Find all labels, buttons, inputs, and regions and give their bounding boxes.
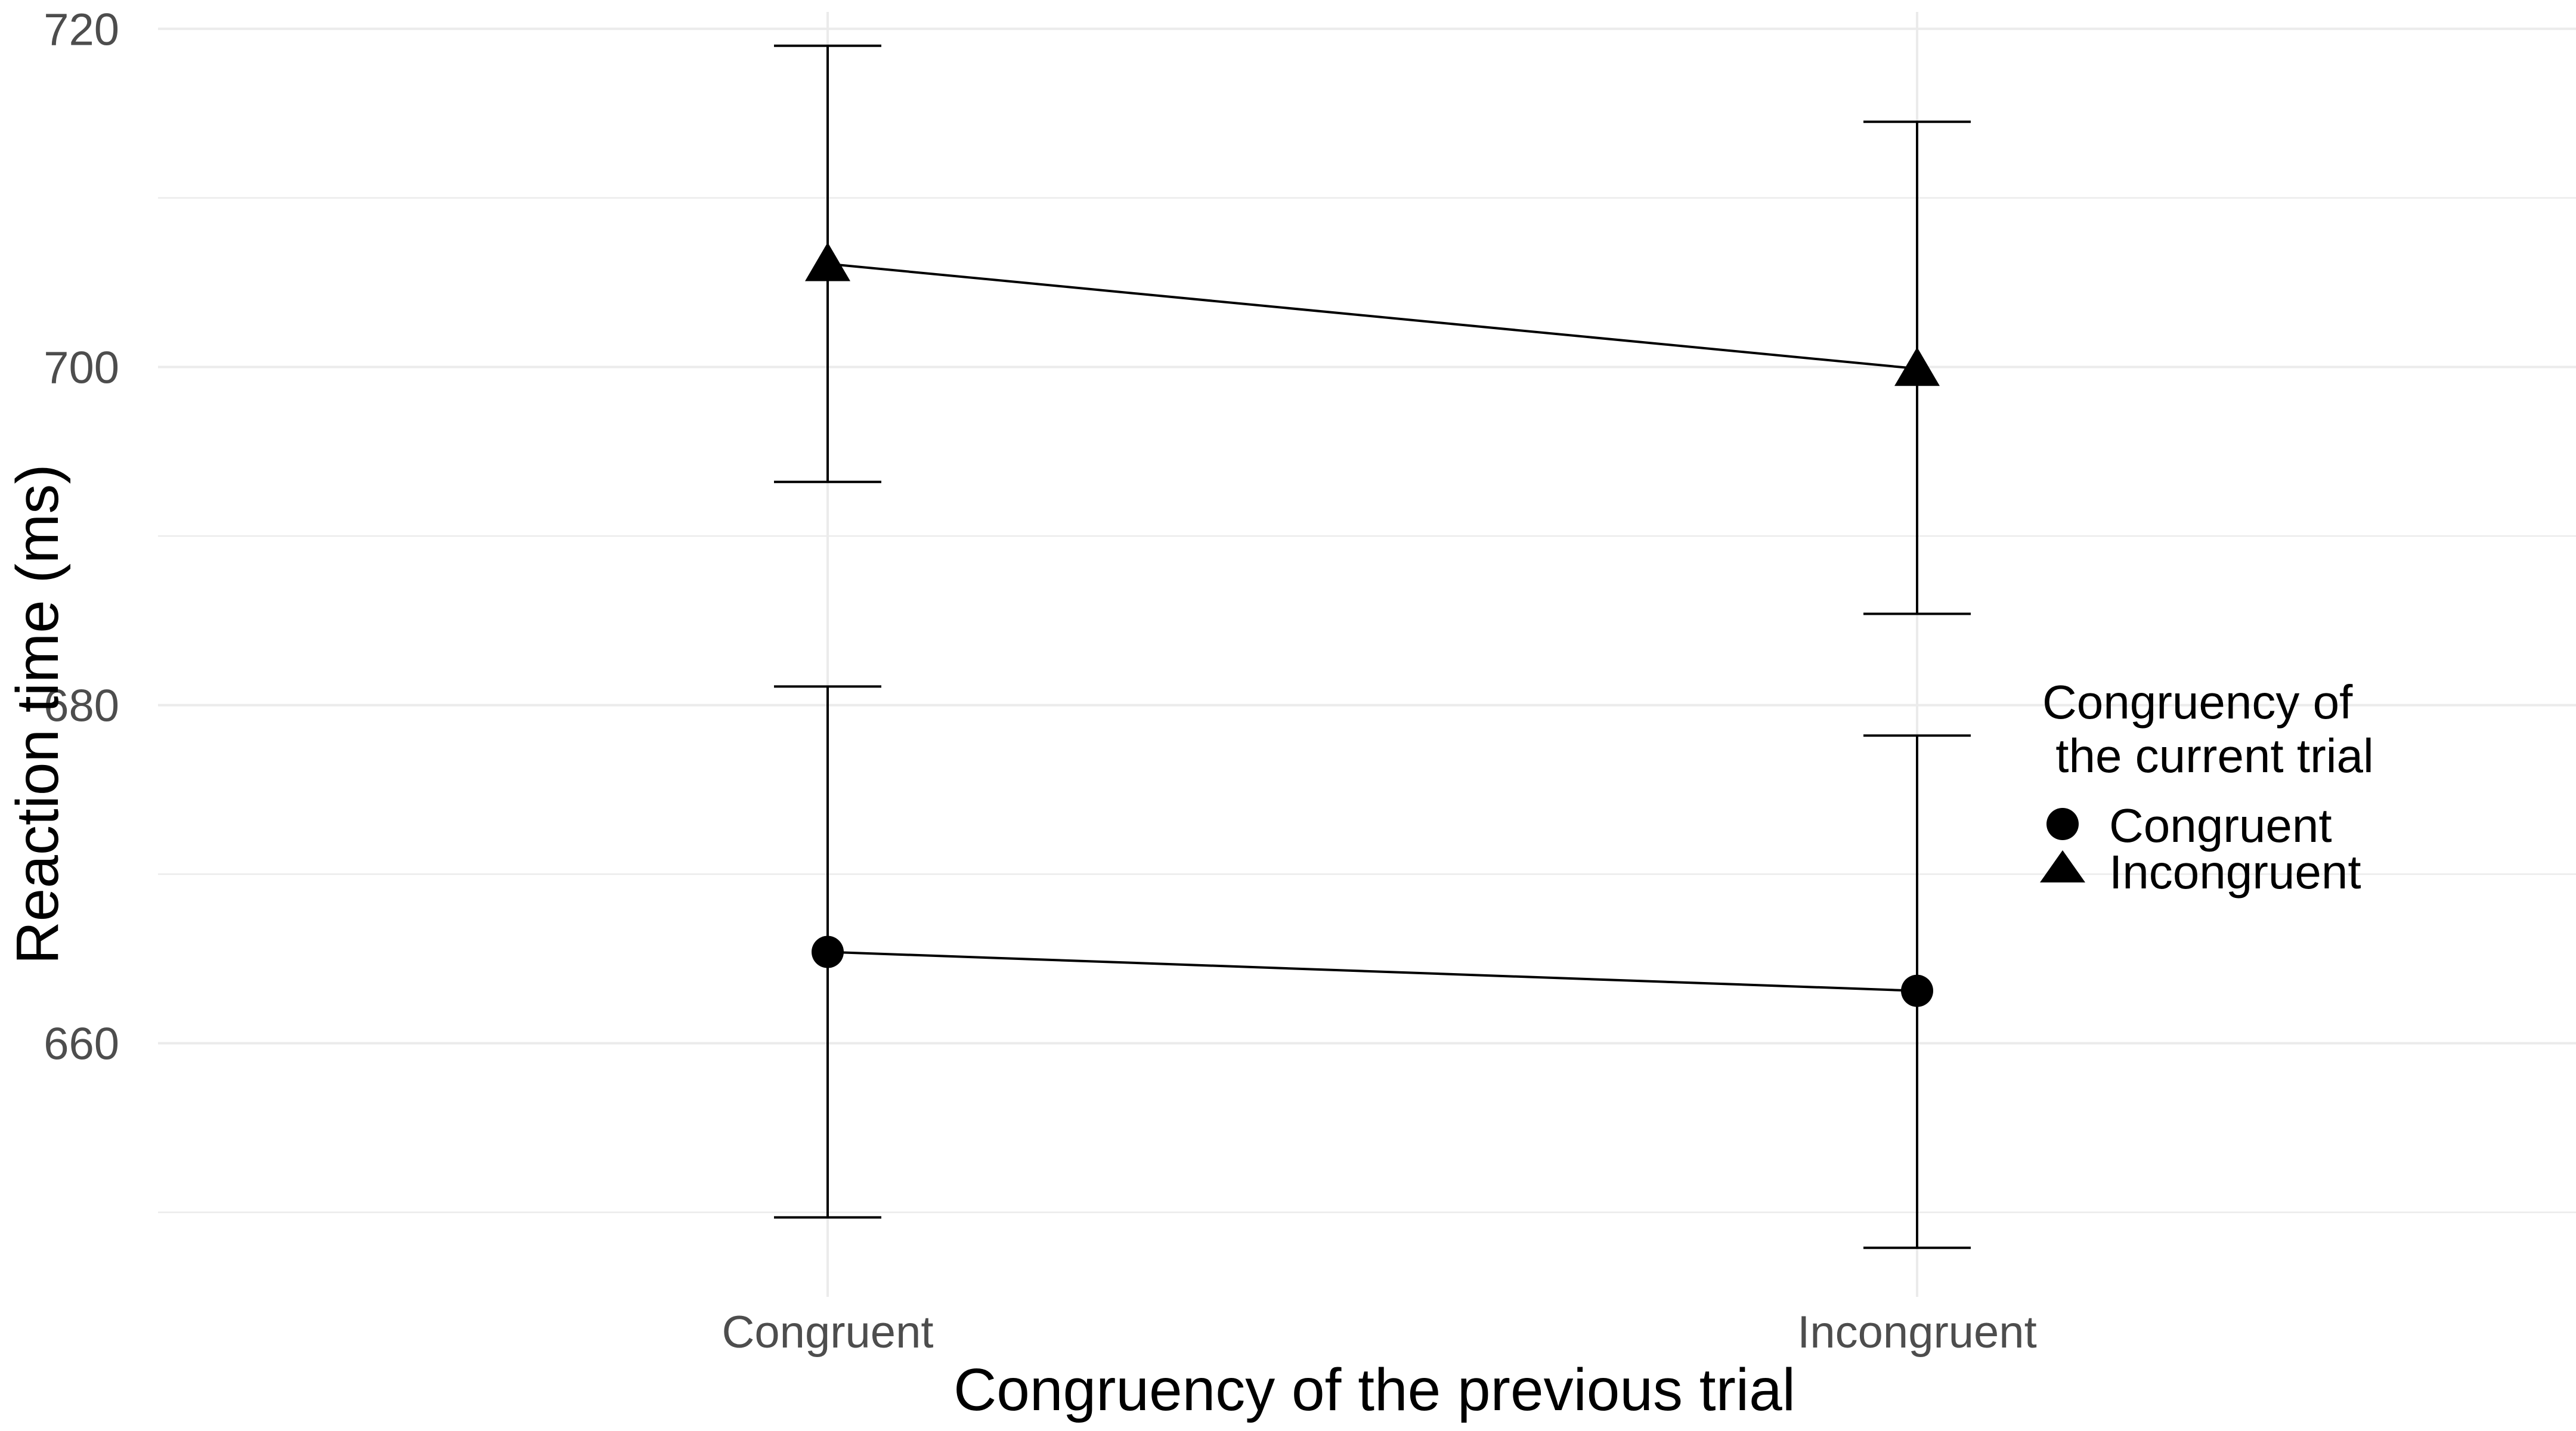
- series-markers: [805, 242, 1940, 1007]
- legend-label-congruent: Congruent: [2109, 799, 2332, 852]
- legend-triangle-icon: [2040, 850, 2085, 882]
- x-axis-title: Congruency of the previous trial: [953, 1356, 1795, 1423]
- series-lines: [827, 262, 1918, 992]
- tick-labels: 660 680 700 720 Congruent Incongruent: [44, 4, 2037, 1358]
- y-axis-title: Reaction time (ms): [4, 464, 71, 964]
- series-line-1: [827, 262, 1918, 370]
- y-tick-label-680: 680: [44, 681, 119, 732]
- error-bars: [774, 44, 1971, 1249]
- grid: [158, 12, 2576, 1297]
- x-tick-label-1: Incongruent: [1797, 1307, 2036, 1358]
- y-tick-label-660: 660: [44, 1019, 119, 1070]
- marker-circle-series-0-point-0: [812, 936, 844, 968]
- legend-title-line-1: Congruency of: [2042, 676, 2353, 729]
- marker-triangle-series-1-point-0: [805, 242, 850, 281]
- marker-triangle-series-1-point-1: [1894, 347, 1940, 386]
- y-tick-label-720: 720: [44, 4, 119, 55]
- series-line-0: [827, 950, 1918, 992]
- legend-label-incongruent: Incongruent: [2109, 845, 2361, 899]
- x-tick-label-0: Congruent: [722, 1307, 934, 1358]
- legend-circle-icon: [2046, 808, 2079, 840]
- legend-title-line-2: the current trial: [2042, 729, 2374, 782]
- marker-circle-series-0-point-1: [1901, 974, 1933, 1007]
- legend: Congruency of the current trial Congruen…: [2040, 676, 2374, 899]
- y-tick-label-700: 700: [44, 342, 119, 393]
